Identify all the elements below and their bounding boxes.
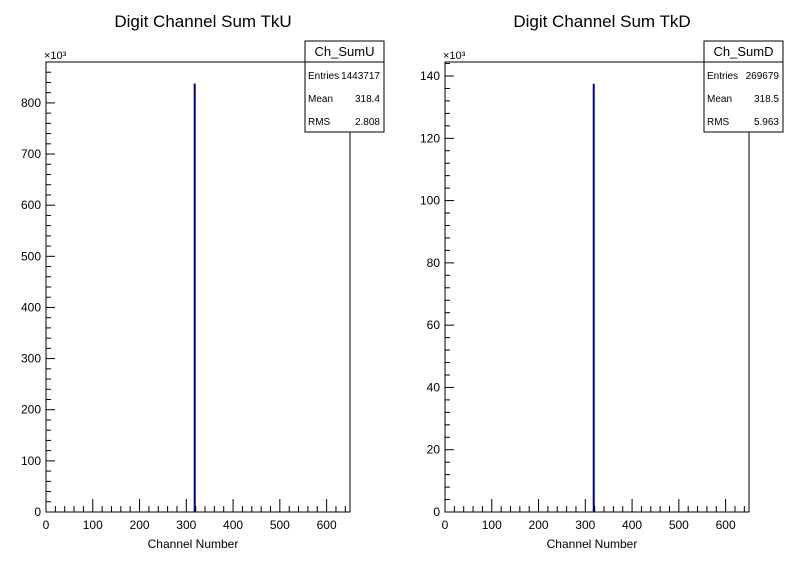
stats-box-frame (304, 40, 385, 133)
plot-frame (45, 61, 351, 513)
chart-panel-1: Digit Channel Sum TkU 0 100 200 300 400 500 600… (21, 12, 385, 551)
x-tick-label: 400 (622, 518, 642, 532)
stats-row-value: 1443717 (341, 71, 380, 82)
chart-title: Digit Channel Sum TkD (513, 12, 690, 31)
chart-title: Digit Channel Sum TkU (114, 12, 291, 31)
y-tick-label: 120 (420, 131, 440, 145)
stats-row-value: 318.5 (754, 94, 779, 105)
x-tick-label: 100 (482, 518, 502, 532)
y-tick-label: 0 (34, 505, 41, 519)
y-tick-label: 400 (21, 300, 41, 314)
x-axis-label: Channel Number (148, 537, 239, 551)
y-tick-label: 40 (427, 380, 441, 394)
stats-row-label: RMS (308, 117, 331, 128)
x-tick-label: 500 (669, 518, 689, 532)
y-tick-label: 100 (420, 194, 440, 208)
stats-row-label: Entries (308, 71, 339, 82)
x-tick-label: 600 (716, 518, 736, 532)
stats-row-label: Mean (707, 94, 732, 105)
stats-box-frame (703, 40, 784, 133)
stats-row-label: Entries (707, 71, 738, 82)
y-multiplier-label: ×10³ (443, 50, 466, 62)
x-tick-label: 500 (270, 518, 290, 532)
x-tick-label: 300 (176, 518, 196, 532)
x-tick-label: 200 (130, 518, 150, 532)
stats-box: Ch_SumD Entries 269679 Mean 318.5 RMS 5.963 (703, 40, 784, 133)
y-tick-label: 140 (420, 69, 440, 83)
y-tick-label: 80 (427, 256, 441, 270)
y-multiplier-label: ×10³ (44, 50, 67, 62)
y-tick-label: 800 (21, 96, 41, 110)
y-tick-label: 300 (21, 352, 41, 366)
x-axis-label: Channel Number (547, 537, 638, 551)
plot-frame (444, 61, 750, 513)
stats-row-value: 318.4 (355, 94, 380, 105)
stats-row-value: 5.963 (754, 117, 779, 128)
stats-row-label: Mean (308, 94, 333, 105)
y-tick-label: 20 (427, 443, 441, 457)
stats-box-name: Ch_SumU (315, 44, 375, 59)
stats-box-name: Ch_SumD (714, 44, 774, 59)
x-tick-label: 400 (223, 518, 243, 532)
y-tick-label: 600 (21, 198, 41, 212)
x-tick-label: 300 (575, 518, 595, 532)
stats-row-value: 269679 (746, 71, 780, 82)
x-tick-label: 600 (317, 518, 337, 532)
y-tick-label: 200 (21, 403, 41, 417)
x-tick-label: 0 (442, 518, 449, 532)
y-tick-label: 700 (21, 147, 41, 161)
y-tick-label: 0 (433, 505, 440, 519)
y-tick-label: 500 (21, 249, 41, 263)
x-tick-label: 100 (83, 518, 103, 532)
stats-row-value: 2.808 (355, 117, 380, 128)
x-tick-label: 0 (43, 518, 50, 532)
x-tick-label: 200 (529, 518, 549, 532)
stats-box: Ch_SumU Entries 1443717 Mean 318.4 RMS 2.808 (304, 40, 385, 133)
y-tick-label: 100 (21, 454, 41, 468)
y-tick-label: 60 (427, 318, 441, 332)
stats-row-label: RMS (707, 117, 730, 128)
